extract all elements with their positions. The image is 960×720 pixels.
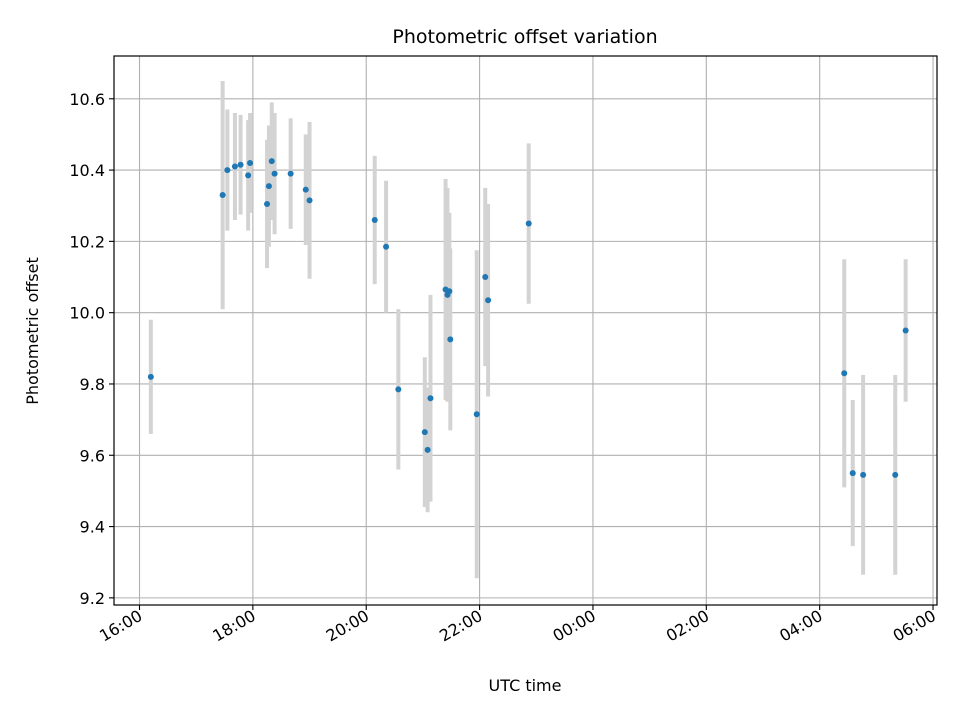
y-tick-label: 9.6 [80, 446, 105, 465]
y-tick-label: 10.6 [69, 90, 105, 109]
data-point [231, 163, 238, 170]
data-point [892, 471, 899, 478]
data-point [482, 274, 489, 281]
y-tick-label: 10.0 [69, 304, 105, 323]
data-point [849, 470, 856, 477]
data-point [841, 370, 848, 377]
data-point [147, 373, 154, 380]
data-point [485, 297, 492, 304]
data-point [902, 327, 909, 334]
data-point [245, 172, 252, 179]
data-point [224, 167, 231, 174]
y-tick-label: 9.2 [80, 589, 105, 608]
data-point [287, 170, 294, 177]
x-axis-label: UTC time [489, 676, 562, 695]
data-point [247, 159, 254, 166]
y-axis-ticks: 9.2 9.4 9.6 9.8 10.0 10.2 10.4 10.6 [69, 90, 114, 608]
data-point [446, 288, 453, 295]
y-tick-label: 10.2 [69, 232, 105, 251]
data-point [306, 197, 313, 204]
data-point [219, 192, 226, 199]
data-point [424, 446, 431, 453]
data-point [271, 170, 278, 177]
plot-area-frame [113, 55, 938, 606]
data-point [268, 158, 275, 165]
data-point [371, 216, 378, 223]
chart-title: Photometric offset variation [392, 26, 657, 48]
data-points [147, 158, 909, 478]
grid [114, 56, 937, 605]
data-point [427, 395, 434, 402]
data-point [473, 411, 480, 418]
data-point [302, 186, 309, 193]
data-point [395, 386, 402, 393]
data-point [383, 243, 390, 250]
y-axis-label: Photometric offset [23, 257, 42, 405]
y-tick-label: 9.4 [80, 518, 105, 537]
data-point [421, 429, 428, 436]
data-point [265, 183, 272, 190]
data-point [237, 161, 244, 168]
data-point [860, 471, 867, 478]
data-point [264, 200, 271, 207]
data-point [525, 220, 532, 227]
y-tick-label: 9.8 [80, 375, 105, 394]
y-tick-label: 10.4 [69, 161, 105, 180]
data-point [447, 336, 454, 343]
